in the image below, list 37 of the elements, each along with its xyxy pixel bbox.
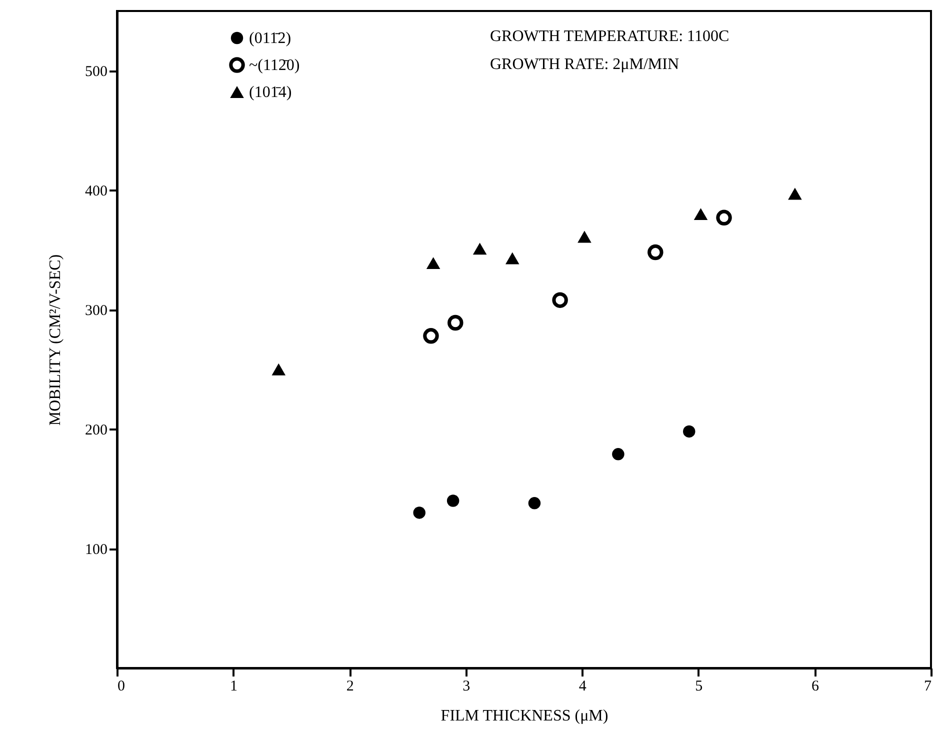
x-tick-label: 0 <box>118 678 125 694</box>
y-tick-label: 500 <box>85 64 108 80</box>
annotation: GROWTH RATE: 2μM/MIN <box>490 56 680 73</box>
point <box>446 494 460 507</box>
annotation: GROWTH TEMPERATURE: 1100C <box>490 28 730 45</box>
point <box>648 244 664 260</box>
point <box>505 252 520 264</box>
point <box>423 328 439 344</box>
legend-label: ~(112̄0) <box>249 57 300 74</box>
x-tick-label: 7 <box>924 678 932 694</box>
y-tick-label: 300 <box>85 303 108 320</box>
point <box>413 506 426 519</box>
point <box>683 425 696 438</box>
point <box>552 292 568 308</box>
x-tick-label: 6 <box>811 678 820 694</box>
point <box>612 448 624 460</box>
y-axis-title: MOBILITY (CM²/V-SEC) <box>47 254 64 426</box>
x-tick-label: 4 <box>578 678 587 694</box>
x-tick-label: 2 <box>346 678 354 694</box>
point <box>578 230 592 243</box>
point <box>716 210 732 226</box>
y-tick-label: 200 <box>85 422 108 439</box>
x-tick-label: 3 <box>462 678 470 694</box>
point <box>528 497 541 510</box>
point <box>272 363 286 376</box>
y-tick-label: 100 <box>85 542 108 558</box>
point <box>448 314 464 331</box>
point <box>472 242 487 255</box>
x-axis-title: FILM THICKNESS (μM) <box>440 708 608 724</box>
point <box>694 208 708 220</box>
point <box>426 257 440 270</box>
y-tick-label: 400 <box>85 184 108 200</box>
x-tick-label: 5 <box>695 678 703 694</box>
legend-label: (011̄2) <box>249 30 292 47</box>
legend-label: (101̄4) <box>249 84 292 101</box>
point <box>788 188 802 200</box>
x-tick-label: 1 <box>230 678 238 694</box>
